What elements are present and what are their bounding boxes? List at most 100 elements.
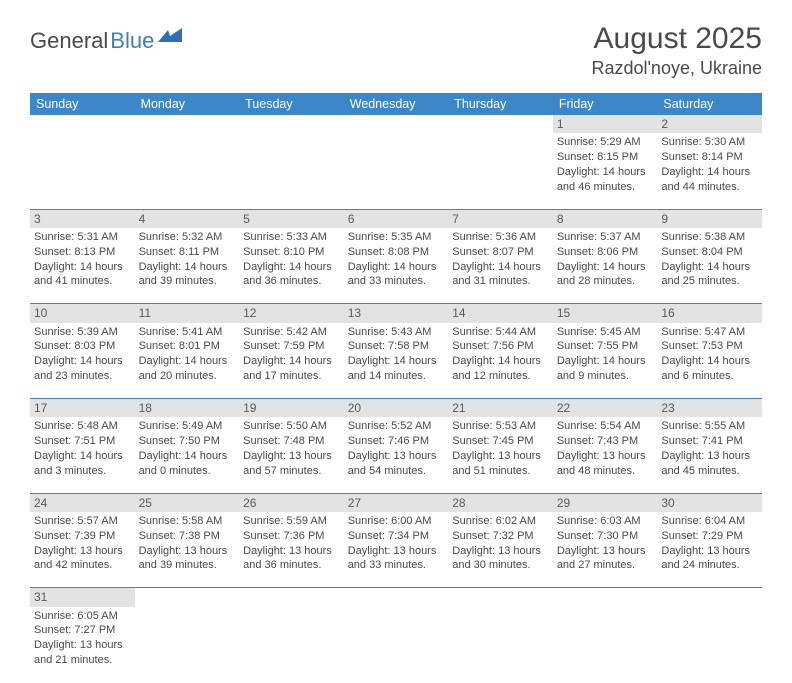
day-day2: and 17 minutes. (243, 369, 340, 384)
day-sunset: Sunset: 8:07 PM (452, 245, 549, 260)
daynum-cell: 9 (657, 209, 762, 228)
day-day2: and 39 minutes. (139, 558, 236, 573)
day-sunset: Sunset: 7:38 PM (139, 529, 236, 544)
day-day2: and 36 minutes. (243, 274, 340, 289)
week-row: Sunrise: 5:57 AMSunset: 7:39 PMDaylight:… (30, 512, 762, 588)
day-sunset: Sunset: 7:46 PM (348, 434, 445, 449)
day-sunset: Sunset: 8:14 PM (661, 150, 758, 165)
day-day1: Daylight: 14 hours (661, 354, 758, 369)
daynum-row: 12 (30, 115, 762, 133)
day-sunrise: Sunrise: 5:47 AM (661, 325, 758, 340)
calendar-table: SundayMondayTuesdayWednesdayThursdayFrid… (30, 93, 762, 683)
day-cell: Sunrise: 5:33 AMSunset: 8:10 PMDaylight:… (239, 228, 344, 304)
day-sunset: Sunset: 8:10 PM (243, 245, 340, 260)
daynum-cell: 21 (448, 399, 553, 418)
day-sunrise: Sunrise: 5:54 AM (557, 419, 654, 434)
daynum-cell: 14 (448, 304, 553, 323)
daynum-blank (135, 115, 240, 133)
day-cell-empty (239, 607, 344, 683)
day-sunrise: Sunrise: 5:29 AM (557, 135, 654, 150)
day-sunset: Sunset: 7:36 PM (243, 529, 340, 544)
day-cell: Sunrise: 5:48 AMSunset: 7:51 PMDaylight:… (30, 417, 135, 493)
day-sunset: Sunset: 8:11 PM (139, 245, 236, 260)
day-cell: Sunrise: 5:38 AMSunset: 8:04 PMDaylight:… (657, 228, 762, 304)
daynum-cell: 4 (135, 209, 240, 228)
daynum-row: 24252627282930 (30, 493, 762, 512)
day-header: Sunday (30, 93, 135, 115)
daynum-cell: 28 (448, 493, 553, 512)
day-sunrise: Sunrise: 6:04 AM (661, 514, 758, 529)
day-day1: Daylight: 13 hours (139, 544, 236, 559)
day-sunrise: Sunrise: 5:32 AM (139, 230, 236, 245)
day-cell: Sunrise: 5:54 AMSunset: 7:43 PMDaylight:… (553, 417, 658, 493)
daynum-blank (344, 588, 449, 607)
day-cell: Sunrise: 5:45 AMSunset: 7:55 PMDaylight:… (553, 323, 658, 399)
day-sunset: Sunset: 7:32 PM (452, 529, 549, 544)
day-sunset: Sunset: 8:01 PM (139, 339, 236, 354)
day-day1: Daylight: 13 hours (557, 544, 654, 559)
day-sunset: Sunset: 8:15 PM (557, 150, 654, 165)
day-day1: Daylight: 14 hours (661, 165, 758, 180)
day-cell-empty (135, 607, 240, 683)
daynum-cell: 29 (553, 493, 658, 512)
daynum-cell: 1 (553, 115, 658, 133)
day-day2: and 44 minutes. (661, 180, 758, 195)
day-day1: Daylight: 14 hours (243, 260, 340, 275)
day-day2: and 48 minutes. (557, 464, 654, 479)
day-cell: Sunrise: 6:00 AMSunset: 7:34 PMDaylight:… (344, 512, 449, 588)
day-cell: Sunrise: 6:03 AMSunset: 7:30 PMDaylight:… (553, 512, 658, 588)
day-day2: and 57 minutes. (243, 464, 340, 479)
day-cell: Sunrise: 5:43 AMSunset: 7:58 PMDaylight:… (344, 323, 449, 399)
title-block: August 2025 Razdol'noye, Ukraine (591, 22, 762, 79)
day-day2: and 0 minutes. (139, 464, 236, 479)
day-day1: Daylight: 14 hours (243, 354, 340, 369)
day-cell: Sunrise: 5:49 AMSunset: 7:50 PMDaylight:… (135, 417, 240, 493)
day-cell-empty (553, 607, 658, 683)
day-cell: Sunrise: 5:58 AMSunset: 7:38 PMDaylight:… (135, 512, 240, 588)
day-day2: and 51 minutes. (452, 464, 549, 479)
day-day1: Daylight: 14 hours (348, 260, 445, 275)
day-cell-empty (448, 133, 553, 209)
day-day1: Daylight: 13 hours (243, 544, 340, 559)
day-sunrise: Sunrise: 5:37 AM (557, 230, 654, 245)
day-sunrise: Sunrise: 6:03 AM (557, 514, 654, 529)
day-cell: Sunrise: 5:35 AMSunset: 8:08 PMDaylight:… (344, 228, 449, 304)
day-day1: Daylight: 13 hours (661, 544, 758, 559)
daynum-row: 10111213141516 (30, 304, 762, 323)
day-day2: and 46 minutes. (557, 180, 654, 195)
daynum-cell: 10 (30, 304, 135, 323)
day-cell: Sunrise: 5:52 AMSunset: 7:46 PMDaylight:… (344, 417, 449, 493)
day-cell-empty (657, 607, 762, 683)
daynum-blank (553, 588, 658, 607)
day-day1: Daylight: 14 hours (557, 165, 654, 180)
daynum-blank (239, 115, 344, 133)
day-sunset: Sunset: 7:59 PM (243, 339, 340, 354)
daynum-cell: 23 (657, 399, 762, 418)
day-day2: and 6 minutes. (661, 369, 758, 384)
month-title: August 2025 (591, 22, 762, 56)
daynum-cell: 11 (135, 304, 240, 323)
day-day2: and 9 minutes. (557, 369, 654, 384)
day-day1: Daylight: 14 hours (139, 449, 236, 464)
day-cell: Sunrise: 5:55 AMSunset: 7:41 PMDaylight:… (657, 417, 762, 493)
day-sunset: Sunset: 7:55 PM (557, 339, 654, 354)
week-row: Sunrise: 6:05 AMSunset: 7:27 PMDaylight:… (30, 607, 762, 683)
day-cell-empty (30, 133, 135, 209)
day-sunset: Sunset: 8:13 PM (34, 245, 131, 260)
daynum-cell: 3 (30, 209, 135, 228)
day-sunset: Sunset: 7:34 PM (348, 529, 445, 544)
day-day1: Daylight: 13 hours (243, 449, 340, 464)
daynum-cell: 17 (30, 399, 135, 418)
day-day1: Daylight: 13 hours (34, 544, 131, 559)
day-sunrise: Sunrise: 5:38 AM (661, 230, 758, 245)
day-header: Friday (553, 93, 658, 115)
day-sunset: Sunset: 8:06 PM (557, 245, 654, 260)
week-row: Sunrise: 5:48 AMSunset: 7:51 PMDaylight:… (30, 417, 762, 493)
day-day1: Daylight: 14 hours (139, 354, 236, 369)
day-day2: and 24 minutes. (661, 558, 758, 573)
day-sunrise: Sunrise: 5:52 AM (348, 419, 445, 434)
day-sunrise: Sunrise: 6:05 AM (34, 609, 131, 624)
day-sunrise: Sunrise: 5:53 AM (452, 419, 549, 434)
day-header: Thursday (448, 93, 553, 115)
daynum-blank (448, 115, 553, 133)
